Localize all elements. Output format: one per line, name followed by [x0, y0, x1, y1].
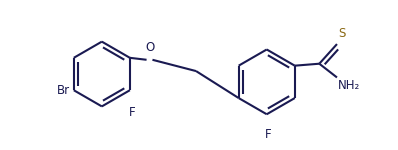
Text: F: F [265, 128, 272, 141]
Text: O: O [145, 41, 154, 54]
Text: F: F [129, 106, 135, 119]
Text: Br: Br [57, 84, 70, 97]
Text: S: S [338, 27, 345, 40]
Text: NH₂: NH₂ [338, 79, 360, 92]
